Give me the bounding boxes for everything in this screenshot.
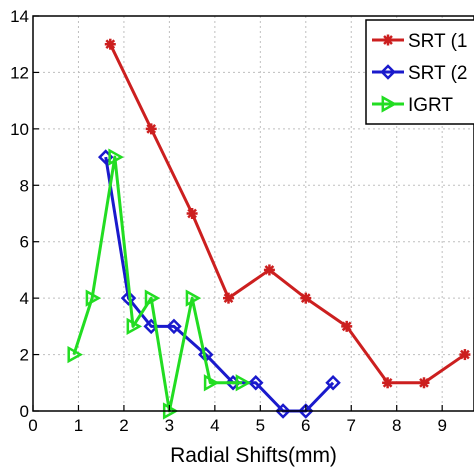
data-point: [85, 289, 102, 307]
data-point: [248, 375, 264, 391]
data-point: [120, 290, 137, 306]
y-tick-label: 14: [10, 7, 29, 26]
series-1: [97, 149, 341, 419]
data-point: [263, 264, 275, 276]
legend-label: IGRT: [408, 95, 453, 116]
y-tick-label: 12: [10, 63, 29, 82]
series-line: [104, 156, 335, 413]
series-layer: [67, 38, 471, 420]
data-point: [186, 208, 198, 219]
data-point: [275, 403, 291, 419]
data-point: [222, 292, 234, 304]
data-point: [126, 317, 143, 335]
x-tick-label: 0: [28, 416, 37, 435]
data-point: [67, 345, 83, 364]
y-tick-label: 10: [10, 120, 29, 139]
data-point: [382, 377, 394, 389]
data-point: [166, 318, 182, 335]
data-point: [418, 377, 430, 389]
data-point: [235, 374, 252, 392]
x-tick-label: 5: [256, 416, 265, 435]
data-point: [341, 320, 353, 332]
legend-label: SRT (1: [408, 31, 468, 52]
x-tick-label: 4: [210, 416, 219, 435]
data-point: [298, 403, 314, 419]
x-axis-label: Radial Shifts(mm): [170, 444, 337, 467]
data-point: [144, 289, 161, 307]
series-line: [108, 43, 466, 385]
x-tick-label: 7: [347, 416, 356, 435]
data-point: [108, 148, 124, 166]
series-0: [104, 38, 471, 389]
x-tick-label: 1: [74, 416, 83, 435]
y-tick-label: 8: [20, 176, 29, 195]
x-tick-label: 3: [165, 416, 174, 435]
series-line: [72, 155, 243, 413]
x-tick-label: 2: [119, 416, 128, 435]
legend: SRT (1 SRT (2 IGRT: [365, 19, 474, 125]
x-tick-label: 6: [301, 416, 310, 435]
data-point: [459, 349, 471, 361]
x-tick-label: 8: [392, 416, 401, 435]
x-tick-label: 9: [437, 416, 446, 435]
data-point: [185, 289, 202, 307]
legend-marker: [382, 34, 394, 46]
data-point: [325, 375, 341, 391]
y-tick-label: 2: [20, 346, 29, 365]
plot-frame: [32, 15, 474, 412]
y-tick-label: 6: [20, 233, 29, 252]
data-point: [145, 123, 157, 135]
legend-marker: [381, 95, 398, 113]
legend-label: SRT (2: [408, 63, 468, 84]
data-point: [300, 292, 312, 304]
legend-marker: [380, 64, 396, 80]
y-tick-label: 0: [20, 402, 29, 421]
y-tick-label: 4: [20, 289, 29, 308]
data-point: [104, 38, 116, 50]
data-point: [203, 374, 220, 392]
